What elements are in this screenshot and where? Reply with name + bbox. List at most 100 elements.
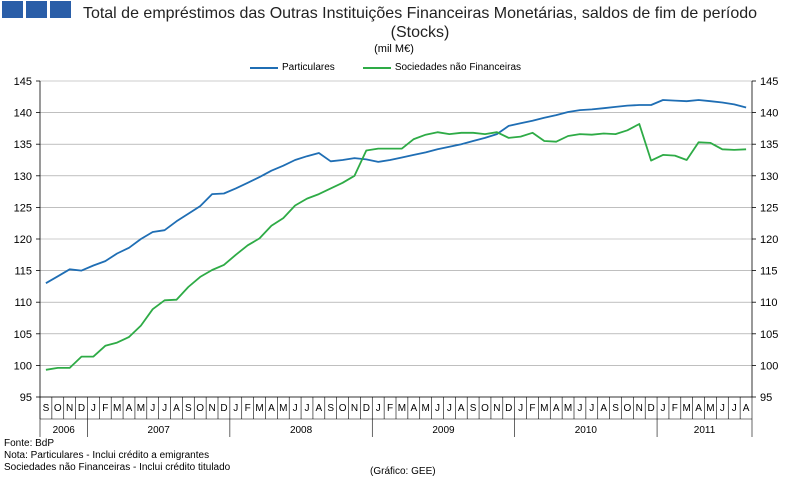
legend-item-sociedades: Sociedades não Financeiras: [362, 62, 522, 73]
month-label: D: [220, 403, 227, 414]
month-label: M: [255, 403, 263, 414]
y-tick-label-left-105: 105: [14, 329, 32, 341]
month-label: O: [196, 403, 204, 414]
y-tick-label-left-120: 120: [14, 234, 32, 246]
y-tick-label-left-125: 125: [14, 202, 32, 214]
year-label-2006: 2006: [53, 425, 76, 436]
month-label: N: [208, 403, 215, 414]
chart-legend: Particulares Sociedades não Financeiras: [250, 62, 521, 73]
logo-block-1: [2, 1, 23, 18]
month-label: J: [661, 403, 666, 414]
source-note: Fonte: BdP: [4, 438, 55, 449]
month-label: O: [339, 403, 347, 414]
chart-title: Total de empréstimos das Outras Institui…: [82, 5, 758, 41]
logo-block-2: [26, 1, 47, 18]
month-label: F: [672, 403, 678, 414]
y-tick-label-left-130: 130: [14, 171, 32, 183]
month-label: N: [351, 403, 358, 414]
y-tick-label-right-135: 135: [760, 139, 778, 151]
month-label: J: [589, 403, 594, 414]
chart-credit: (Gráfico: GEE): [370, 466, 436, 477]
month-label: F: [102, 403, 108, 414]
year-label-2009: 2009: [432, 425, 455, 436]
y-tick-label-left-140: 140: [14, 108, 32, 120]
month-label: J: [518, 403, 523, 414]
series-line-particulares: [45, 99, 747, 284]
month-label: D: [78, 403, 85, 414]
month-label: O: [624, 403, 632, 414]
note-particulares: Nota: Particulares - Inclui crédito a em…: [4, 450, 210, 461]
legend-swatch-sociedades: [362, 66, 391, 69]
y-tick-label-right-120: 120: [760, 234, 778, 246]
month-label: M: [540, 403, 548, 414]
month-label: A: [316, 403, 323, 414]
y-tick-label-right-105: 105: [760, 329, 778, 341]
month-label: J: [233, 403, 238, 414]
month-label: A: [743, 403, 750, 414]
month-label: M: [706, 403, 714, 414]
line-chart: 95 95 100 100 105 105 110 110 115 115 120 120 125 125…: [14, 76, 778, 437]
year-label-2007: 2007: [148, 425, 171, 436]
note-sociedades: Sociedades não Financeiras - Inclui créd…: [4, 462, 231, 473]
month-label: A: [126, 403, 133, 414]
month-label: J: [150, 403, 155, 414]
y-tick-label-right-100: 100: [760, 360, 778, 372]
y-tick-label-right-110: 110: [760, 297, 778, 309]
month-label: D: [505, 403, 512, 414]
month-label: M: [398, 403, 406, 414]
y-tick-label-right-125: 125: [760, 202, 778, 214]
month-label: S: [43, 403, 50, 414]
month-label: N: [493, 403, 500, 414]
month-label: J: [293, 403, 298, 414]
month-label: N: [66, 403, 73, 414]
month-label: F: [387, 403, 393, 414]
month-label: F: [529, 403, 535, 414]
month-label: A: [458, 403, 465, 414]
month-label: F: [245, 403, 251, 414]
month-label: M: [421, 403, 429, 414]
y-tick-label-right-145: 145: [760, 76, 778, 88]
y-tick-label-left-100: 100: [14, 360, 32, 372]
month-label: D: [363, 403, 370, 414]
month-label: J: [435, 403, 440, 414]
month-label: J: [720, 403, 725, 414]
month-label: A: [173, 403, 180, 414]
month-label: M: [564, 403, 572, 414]
month-label: M: [137, 403, 145, 414]
month-label: S: [470, 403, 477, 414]
month-label: J: [577, 403, 582, 414]
year-label-2010: 2010: [575, 425, 598, 436]
month-label: S: [327, 403, 334, 414]
brand-logo: [2, 1, 71, 18]
month-label: J: [305, 403, 310, 414]
month-label: A: [410, 403, 417, 414]
logo-block-3: [50, 1, 71, 18]
month-label: J: [732, 403, 737, 414]
y-tick-label-left-110: 110: [14, 297, 32, 309]
month-label: O: [481, 403, 489, 414]
month-label: J: [447, 403, 452, 414]
month-label: N: [636, 403, 643, 414]
month-label: A: [553, 403, 560, 414]
legend-label-particulares: Particulares: [282, 62, 335, 73]
chart-unit: (mil M€): [374, 43, 414, 55]
month-label: J: [91, 403, 96, 414]
month-label: O: [54, 403, 62, 414]
y-tick-label-right-115: 115: [760, 266, 778, 278]
year-label-2011: 2011: [694, 425, 716, 436]
legend-label-sociedades: Sociedades não Financeiras: [394, 62, 522, 73]
y-tick-label-left-145: 145: [14, 76, 32, 88]
month-label: J: [376, 403, 381, 414]
month-label: M: [279, 403, 287, 414]
month-label: M: [683, 403, 691, 414]
month-label: M: [113, 403, 121, 414]
month-label: J: [162, 403, 167, 414]
y-tick-label-right-140: 140: [760, 108, 778, 120]
y-tick-label-left-95: 95: [20, 392, 32, 404]
month-label: A: [268, 403, 275, 414]
year-label-2008: 2008: [290, 425, 313, 436]
month-label: A: [600, 403, 607, 414]
series-line-sociedades-nao-financeiras: [45, 123, 747, 371]
y-tick-label-left-115: 115: [14, 266, 32, 278]
y-tick-label-left-135: 135: [14, 139, 32, 151]
